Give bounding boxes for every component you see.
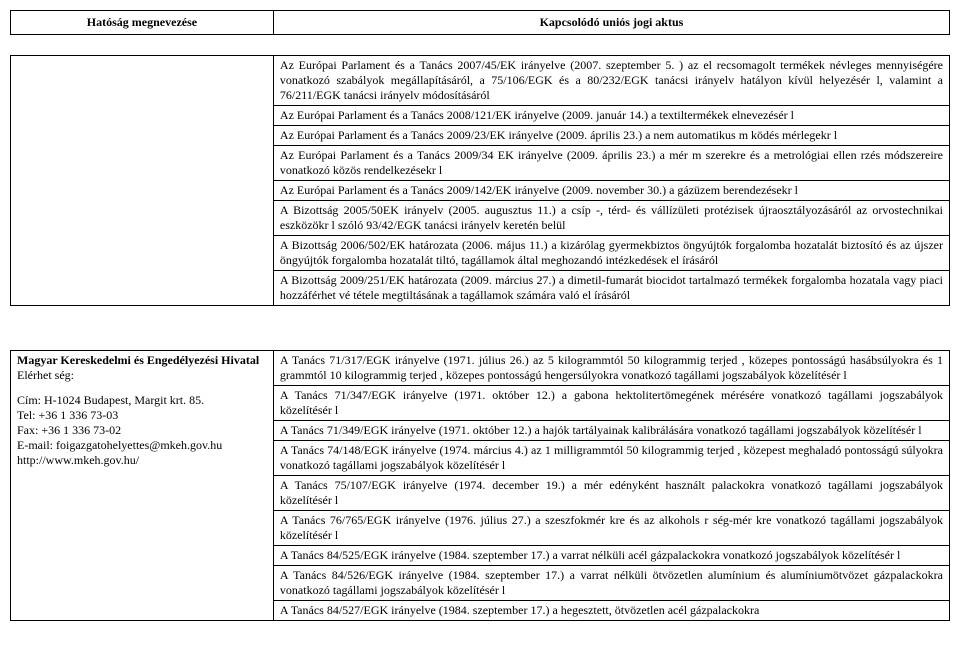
header-col1: Hatóság megnevezése <box>11 11 274 35</box>
top-row-1: Az Európai Parlament és a Tanács 2008/12… <box>273 106 949 126</box>
top-row-2: Az Európai Parlament és a Tanács 2009/23… <box>273 126 949 146</box>
contact-line-1: Tel: +36 1 336 73-03 <box>17 408 267 423</box>
top-left-empty <box>11 56 274 306</box>
contact-line-3: E-mail: foigazgatohelyettes@mkeh.gov.hu <box>17 438 267 453</box>
bottom-row-5: A Tanács 76/765/EGK irányelve (1976. júl… <box>273 511 949 546</box>
top-row-6: A Bizottság 2006/502/EK határozata (2006… <box>273 236 949 271</box>
bottom-row-4: A Tanács 75/107/EGK irányelve (1974. dec… <box>273 476 949 511</box>
top-row-0: Az Európai Parlament és a Tanács 2007/45… <box>273 56 949 106</box>
bottom-row-7: A Tanács 84/526/EGK irányelve (1984. sze… <box>273 566 949 601</box>
header-col2: Kapcsolódó uniós jogi aktus <box>273 11 949 35</box>
bottom-table: Magyar Kereskedelmi és Engedélyezési Hiv… <box>10 350 950 621</box>
org-name: Magyar Kereskedelmi és Engedélyezési Hiv… <box>17 353 267 368</box>
contact-line-4: http://www.mkeh.gov.hu/ <box>17 453 267 468</box>
contact-label: Elérhet ség: <box>17 368 267 383</box>
top-row-3: Az Európai Parlament és a Tanács 2009/34… <box>273 146 949 181</box>
bottom-row-2: A Tanács 71/349/EGK irányelve (1971. okt… <box>273 421 949 441</box>
contact-line-0: Cím: H-1024 Budapest, Margit krt. 85. <box>17 393 267 408</box>
top-row-4: Az Európai Parlament és a Tanács 2009/14… <box>273 181 949 201</box>
bottom-row-6: A Tanács 84/525/EGK irányelve (1984. sze… <box>273 546 949 566</box>
bottom-row-3: A Tanács 74/148/EGK irányelve (1974. már… <box>273 441 949 476</box>
top-row-7: A Bizottság 2009/251/EK határozata (2009… <box>273 271 949 306</box>
top-row-5: A Bizottság 2005/50EK irányelv (2005. au… <box>273 201 949 236</box>
top-content-table: Az Európai Parlament és a Tanács 2007/45… <box>10 55 950 306</box>
contact-line-2: Fax: +36 1 336 73-02 <box>17 423 267 438</box>
header-table: Hatóság megnevezése Kapcsolódó uniós jog… <box>10 10 950 35</box>
bottom-row-1: A Tanács 71/347/EGK irányelve (1971. okt… <box>273 386 949 421</box>
bottom-row-0: A Tanács 71/317/EGK irányelve (1971. júl… <box>273 351 949 386</box>
bottom-left-cell: Magyar Kereskedelmi és Engedélyezési Hiv… <box>11 351 274 621</box>
bottom-row-8: A Tanács 84/527/EGK irányelve (1984. sze… <box>273 601 949 621</box>
